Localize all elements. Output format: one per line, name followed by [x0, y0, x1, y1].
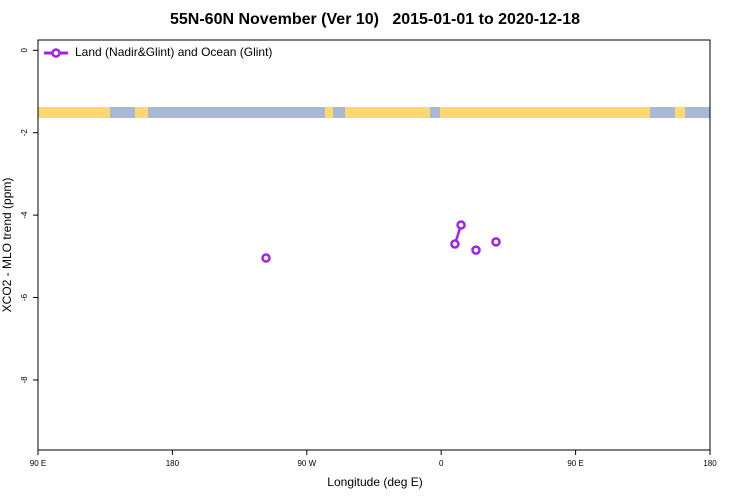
y-tick-label: -8 — [20, 376, 29, 384]
land-ocean-strip — [38, 107, 710, 118]
y-tick-label: 0 — [20, 48, 29, 53]
point — [456, 220, 466, 230]
x-tick-label: 180 — [166, 459, 180, 468]
y-tick-label: -6 — [20, 293, 29, 301]
point — [491, 237, 501, 247]
point — [471, 245, 481, 255]
x-tick-label: 90 E — [30, 459, 46, 468]
point — [261, 253, 271, 263]
y-tick-label: -4 — [20, 211, 29, 219]
plot-frame — [37, 39, 711, 451]
x-axis-label: Longitude (deg E) — [327, 475, 422, 489]
legend-label: Land (Nadir&Glint) and Ocean (Glint) — [75, 45, 272, 59]
x-tick-label: 90 W — [297, 459, 316, 468]
x-tick-label: 180 — [703, 459, 717, 468]
x-tick-label: 90 E — [567, 459, 583, 468]
y-axis-label: XCO2 - MLO trend (ppm) — [0, 178, 14, 313]
chart-title: 55N-60N November (Ver 10) 2015-01-01 to … — [170, 11, 580, 28]
point — [450, 239, 460, 249]
x-tick-label: 0 — [439, 459, 444, 468]
y-tick-label: -2 — [20, 129, 29, 137]
legend-marker — [51, 48, 61, 58]
